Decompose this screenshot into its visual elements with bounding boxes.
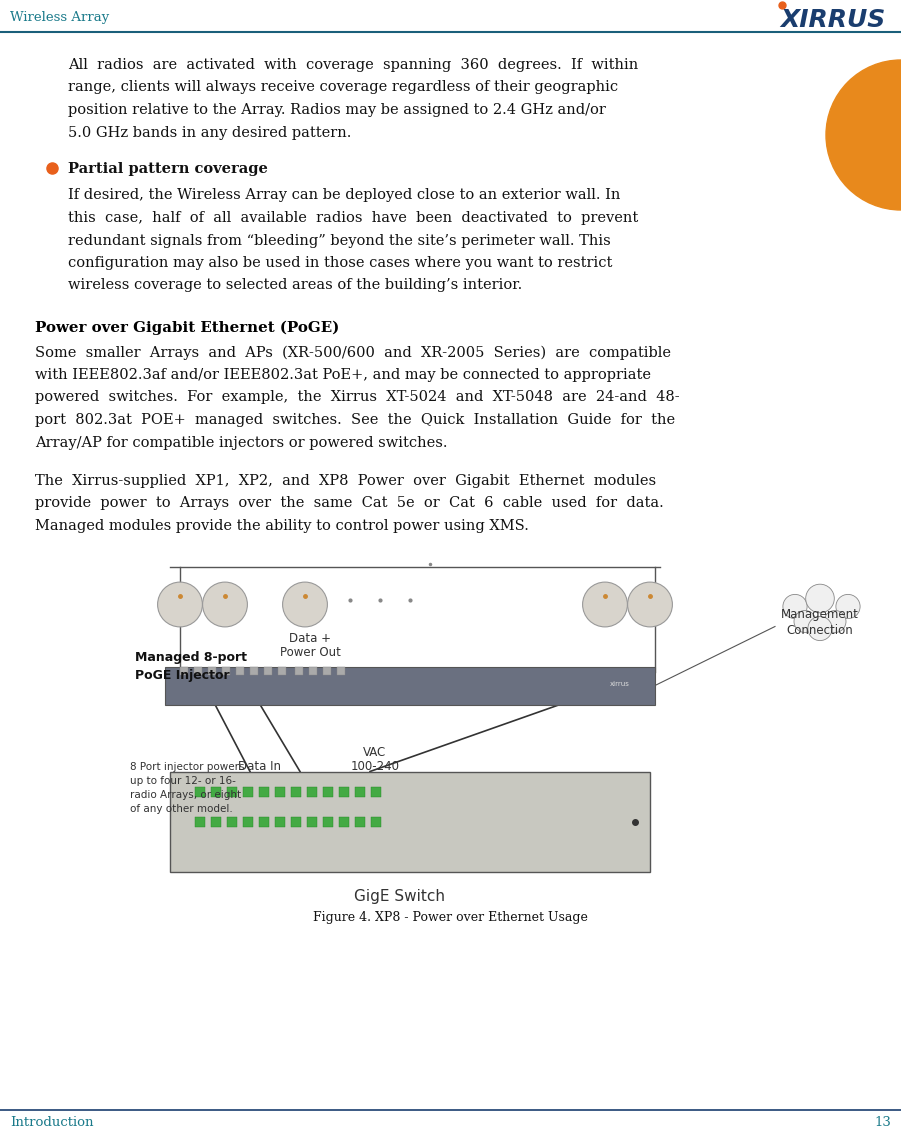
Bar: [307, 786, 317, 796]
Bar: [291, 817, 301, 826]
Text: 5.0 GHz bands in any desired pattern.: 5.0 GHz bands in any desired pattern.: [68, 126, 351, 139]
Circle shape: [583, 582, 627, 627]
Circle shape: [805, 585, 834, 613]
Text: Managed modules provide the ability to control power using XMS.: Managed modules provide the ability to c…: [35, 519, 529, 533]
Text: Some  smaller  Arrays  and  APs  (XR-500/600  and  XR-2005  Series)  are  compat: Some smaller Arrays and APs (XR-500/600 …: [35, 346, 671, 360]
Bar: [275, 817, 285, 826]
Circle shape: [794, 611, 816, 632]
Text: Data +: Data +: [289, 631, 331, 645]
Bar: [339, 817, 349, 826]
Text: this  case,  half  of  all  available  radios  have  been  deactivated  to  prev: this case, half of all available radios …: [68, 211, 638, 225]
Bar: [227, 786, 237, 796]
Text: Power Out: Power Out: [279, 646, 341, 658]
Text: Data In: Data In: [239, 759, 281, 773]
Bar: [180, 666, 188, 674]
Text: All  radios  are  activated  with  coverage  spanning  360  degrees.  If  within: All radios are activated with coverage s…: [68, 58, 638, 73]
Text: Connection: Connection: [787, 624, 853, 637]
Text: 100-240: 100-240: [350, 759, 399, 773]
Text: GigE Switch: GigE Switch: [354, 889, 445, 904]
Bar: [250, 666, 258, 674]
Bar: [355, 817, 365, 826]
Bar: [323, 817, 333, 826]
Text: redundant signals from “bleeding” beyond the site’s perimeter wall. This: redundant signals from “bleeding” beyond…: [68, 233, 611, 247]
Text: 8 Port injector powers
up to four 12- or 16-
radio Arrays, or eight
of any other: 8 Port injector powers up to four 12- or…: [130, 761, 244, 813]
Bar: [211, 786, 221, 796]
Text: Wireless Array: Wireless Array: [10, 11, 109, 25]
Circle shape: [203, 582, 248, 627]
Text: PoGE Injector: PoGE Injector: [135, 670, 230, 682]
Text: Array/AP for compatible injectors or powered switches.: Array/AP for compatible injectors or pow…: [35, 435, 448, 450]
Bar: [236, 666, 244, 674]
Bar: [211, 817, 221, 826]
Text: Figure 4. XP8 - Power over Ethernet Usage: Figure 4. XP8 - Power over Ethernet Usag…: [313, 912, 587, 925]
Text: configuration may also be used in those cases where you want to restrict: configuration may also be used in those …: [68, 256, 613, 270]
Text: with IEEE802.3af and/or IEEE802.3at PoE+, and may be connected to appropriate: with IEEE802.3af and/or IEEE802.3at PoE+…: [35, 368, 651, 382]
Circle shape: [783, 595, 807, 619]
Bar: [323, 666, 331, 674]
Bar: [227, 817, 237, 826]
Text: VAC: VAC: [363, 746, 387, 758]
Bar: [222, 666, 230, 674]
Bar: [275, 786, 285, 796]
Text: Management: Management: [781, 608, 859, 621]
Text: XIRRUS: XIRRUS: [780, 8, 886, 32]
Circle shape: [836, 595, 860, 619]
Text: port  802.3at  POE+  managed  switches.  See  the  Quick  Installation  Guide  f: port 802.3at POE+ managed switches. See …: [35, 414, 675, 427]
Text: Managed 8-port: Managed 8-port: [135, 651, 247, 664]
Bar: [291, 786, 301, 796]
Circle shape: [824, 611, 846, 632]
Bar: [194, 666, 202, 674]
Bar: [259, 817, 269, 826]
Text: 13: 13: [874, 1116, 891, 1128]
Text: xirrus: xirrus: [610, 682, 630, 688]
Text: If desired, the Wireless Array can be deployed close to an exterior wall. In: If desired, the Wireless Array can be de…: [68, 188, 621, 203]
Bar: [278, 666, 286, 674]
Bar: [264, 666, 272, 674]
Text: range, clients will always receive coverage regardless of their geographic: range, clients will always receive cover…: [68, 80, 618, 94]
Bar: [371, 817, 381, 826]
Wedge shape: [826, 60, 901, 210]
Bar: [195, 786, 205, 796]
Circle shape: [158, 582, 203, 627]
Bar: [371, 786, 381, 796]
Text: powered  switches.  For  example,  the  Xirrus  XT-5024  and  XT-5048  are  24-a: powered switches. For example, the Xirru…: [35, 391, 679, 404]
Bar: [309, 666, 317, 674]
Bar: [295, 666, 303, 674]
Bar: [355, 786, 365, 796]
Bar: [208, 666, 216, 674]
Bar: [165, 666, 655, 705]
Bar: [195, 817, 205, 826]
Text: The  Xirrus-supplied  XP1,  XP2,  and  XP8  Power  over  Gigabit  Ethernet  modu: The Xirrus-supplied XP1, XP2, and XP8 Po…: [35, 474, 656, 488]
Text: provide  power  to  Arrays  over  the  same  Cat  5e  or  Cat  6  cable  used  f: provide power to Arrays over the same Ca…: [35, 496, 664, 511]
Text: position relative to the Array. Radios may be assigned to 2.4 GHz and/or: position relative to the Array. Radios m…: [68, 103, 605, 117]
Bar: [323, 786, 333, 796]
Circle shape: [808, 616, 833, 640]
Text: Partial pattern coverage: Partial pattern coverage: [68, 162, 268, 176]
Circle shape: [283, 582, 327, 627]
Bar: [170, 772, 650, 871]
Bar: [339, 786, 349, 796]
Bar: [259, 786, 269, 796]
Text: Power over Gigabit Ethernet (PoGE): Power over Gigabit Ethernet (PoGE): [35, 321, 340, 335]
Circle shape: [628, 582, 672, 627]
Bar: [307, 817, 317, 826]
Bar: [243, 817, 253, 826]
Bar: [337, 666, 345, 674]
Bar: [243, 786, 253, 796]
Text: wireless coverage to selected areas of the building’s interior.: wireless coverage to selected areas of t…: [68, 279, 523, 292]
Text: Introduction: Introduction: [10, 1116, 94, 1128]
